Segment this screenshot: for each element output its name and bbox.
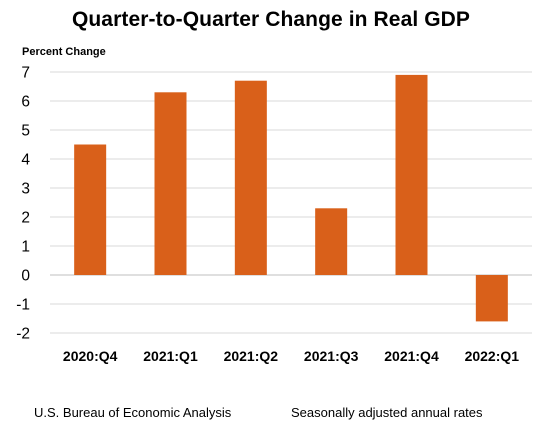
bar-2020-q4 [74,144,107,275]
x-tick-label: 2020:Q4 [63,348,118,364]
source-note: U.S. Bureau of Economic Analysis [34,405,232,420]
x-tick-label: 2021:Q4 [384,348,439,364]
x-tick-label: 2021:Q2 [224,348,279,364]
bar-2021-q2 [234,80,267,275]
y-tick-label: 5 [21,123,30,140]
x-tick-label: 2021:Q1 [143,348,198,364]
bar-2021-q3 [315,208,348,275]
y-tick-label: 3 [21,181,30,198]
y-tick-label: 4 [21,152,30,169]
bar-2021-q1 [154,92,187,275]
y-tick-label: -1 [16,297,30,314]
bar-2022-q1 [475,275,508,322]
rate-note: Seasonally adjusted annual rates [291,405,483,420]
y-tick-label: 6 [21,94,30,111]
y-axis-label: Percent Change [22,46,106,58]
x-tick-label: 2021:Q3 [304,348,359,364]
x-tick-label: 2022:Q1 [465,348,520,364]
y-tick-label: -2 [16,326,30,343]
y-tick-label: 7 [21,65,30,82]
bar-2021-q4 [395,74,428,276]
y-tick-label: 0 [21,268,30,285]
y-tick-label: 1 [21,239,30,256]
chart-title: Quarter-to-Quarter Change in Real GDP [71,8,471,31]
y-tick-label: 2 [21,210,30,227]
